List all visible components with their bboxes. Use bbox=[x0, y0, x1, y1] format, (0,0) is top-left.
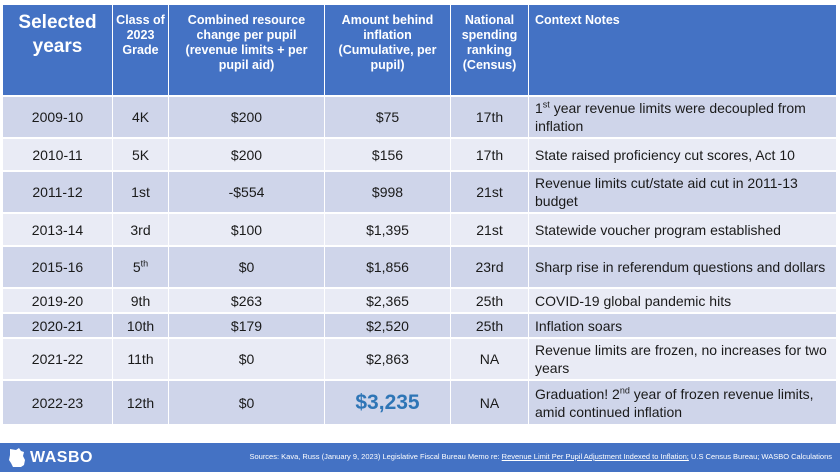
note-text: year of frozen revenue limits, amid cont… bbox=[535, 385, 814, 420]
grade-text: 5 bbox=[132, 259, 141, 275]
cell-grade: 5K bbox=[113, 139, 169, 170]
wasbo-logo: WASBO bbox=[8, 448, 93, 468]
cell-rank: 25th bbox=[451, 314, 529, 337]
cell-behind: $1,856 bbox=[325, 247, 451, 287]
cell-year: 2013-14 bbox=[3, 214, 113, 245]
cell-note: 1st year revenue limits were decoupled f… bbox=[529, 97, 837, 137]
header-selected-years: Selected years bbox=[3, 5, 113, 95]
table-row: 2009-10 4K $200 $75 17th 1st year revenu… bbox=[3, 97, 837, 137]
cell-year: 2022-23 bbox=[3, 381, 113, 424]
cell-year: 2015-16 bbox=[3, 247, 113, 287]
cell-note: Revenue limits cut/state aid cut in 2011… bbox=[529, 172, 837, 212]
note-text: year revenue limits were decoupled from … bbox=[535, 100, 806, 134]
cell-grade: 10th bbox=[113, 314, 169, 337]
cell-year: 2011-12 bbox=[3, 172, 113, 212]
table-row: 2021-22 11th $0 $2,863 NA Revenue limits… bbox=[3, 339, 837, 379]
wisconsin-map-icon bbox=[9, 448, 25, 467]
table-row: 2019-20 9th $263 $2,365 25th COVID-19 gl… bbox=[3, 289, 837, 312]
cell-change: $0 bbox=[169, 247, 325, 287]
cell-behind: $2,520 bbox=[325, 314, 451, 337]
header-amount-behind: Amount behind inflation (Cumulative, per… bbox=[325, 5, 451, 95]
cell-change: $179 bbox=[169, 314, 325, 337]
cell-change: -$554 bbox=[169, 172, 325, 212]
cell-rank: NA bbox=[451, 381, 529, 424]
cell-behind: $2,365 bbox=[325, 289, 451, 312]
cell-grade: 12th bbox=[113, 381, 169, 424]
note-prefix: 1 bbox=[535, 100, 543, 116]
logo-text: WASBO bbox=[30, 449, 93, 466]
cell-change: $100 bbox=[169, 214, 325, 245]
sources-memo-link[interactable]: Revenue Limit Per Pupil Adjustment Index… bbox=[501, 452, 689, 461]
cell-year: 2020-21 bbox=[3, 314, 113, 337]
sources-prefix: Sources: Kava, Russ (January 9, 2023) Le… bbox=[249, 452, 502, 461]
cell-note: Statewide voucher program established bbox=[529, 214, 837, 245]
cell-year: 2009-10 bbox=[3, 97, 113, 137]
cell-behind: $156 bbox=[325, 139, 451, 170]
cell-grade: 5th bbox=[113, 247, 169, 287]
cell-rank: 21st bbox=[451, 172, 529, 212]
note-prefix: Graduation! 2 bbox=[535, 385, 620, 402]
header-class-grade: Class of 2023 Grade bbox=[113, 5, 169, 95]
cell-grade: 4K bbox=[113, 97, 169, 137]
cell-behind: $2,863 bbox=[325, 339, 451, 379]
cell-rank: NA bbox=[451, 339, 529, 379]
sources-suffix: U.S Census Bureau; WASBO Calculations bbox=[688, 452, 832, 461]
cell-grade: 9th bbox=[113, 289, 169, 312]
header-context-notes: Context Notes bbox=[529, 5, 837, 95]
table-row: 2022-23 12th $0 $3,235 NA Graduation! 2n… bbox=[3, 381, 837, 424]
table-row: 2013-14 3rd $100 $1,395 21st Statewide v… bbox=[3, 214, 837, 245]
cell-note: Sharp rise in referendum questions and d… bbox=[529, 247, 837, 287]
note-superscript: st bbox=[542, 99, 550, 110]
cell-behind: $998 bbox=[325, 172, 451, 212]
cell-rank: 21st bbox=[451, 214, 529, 245]
footer-bar: WASBO Sources: Kava, Russ (January 9, 20… bbox=[0, 443, 840, 472]
cell-change: $0 bbox=[169, 339, 325, 379]
cell-behind: $75 bbox=[325, 97, 451, 137]
cell-rank: 17th bbox=[451, 97, 529, 137]
cell-note: COVID-19 global pandemic hits bbox=[529, 289, 837, 312]
cell-year: 2021-22 bbox=[3, 339, 113, 379]
cell-note: Inflation soars bbox=[529, 314, 837, 337]
cell-behind-highlight: $3,235 bbox=[325, 381, 451, 424]
note-superscript: nd bbox=[619, 384, 630, 395]
cell-rank: 23rd bbox=[451, 247, 529, 287]
cell-note: Revenue limits are frozen, no increases … bbox=[529, 339, 837, 379]
sources-text: Sources: Kava, Russ (January 9, 2023) Le… bbox=[249, 452, 832, 461]
cell-change: $263 bbox=[169, 289, 325, 312]
cell-grade: 11th bbox=[113, 339, 169, 379]
cell-grade: 1st bbox=[113, 172, 169, 212]
header-national-ranking: National spending ranking (Census) bbox=[451, 5, 529, 95]
table-row: 2010-11 5K $200 $156 17th State raised p… bbox=[3, 139, 837, 170]
table-row: 2020-21 10th $179 $2,520 25th Inflation … bbox=[3, 314, 837, 337]
cell-grade: 3rd bbox=[113, 214, 169, 245]
header-resource-change: Combined resource change per pupil (reve… bbox=[169, 5, 325, 95]
cell-note: State raised proficiency cut scores, Act… bbox=[529, 139, 837, 170]
cell-year: 2010-11 bbox=[3, 139, 113, 170]
funding-table: Selected years Class of 2023 Grade Combi… bbox=[3, 3, 837, 426]
cell-change: $0 bbox=[169, 381, 325, 424]
cell-rank: 17th bbox=[451, 139, 529, 170]
cell-note: Graduation! 2nd year of frozen revenue l… bbox=[529, 381, 837, 424]
cell-year: 2019-20 bbox=[3, 289, 113, 312]
cell-behind: $1,395 bbox=[325, 214, 451, 245]
cell-change: $200 bbox=[169, 139, 325, 170]
table-row: 2015-16 5th $0 $1,856 23rd Sharp rise in… bbox=[3, 247, 837, 287]
grade-superscript: th bbox=[140, 258, 149, 269]
cell-change: $200 bbox=[169, 97, 325, 137]
cell-rank: 25th bbox=[451, 289, 529, 312]
table-row: 2011-12 1st -$554 $998 21st Revenue limi… bbox=[3, 172, 837, 212]
table-header-row: Selected years Class of 2023 Grade Combi… bbox=[3, 5, 837, 95]
